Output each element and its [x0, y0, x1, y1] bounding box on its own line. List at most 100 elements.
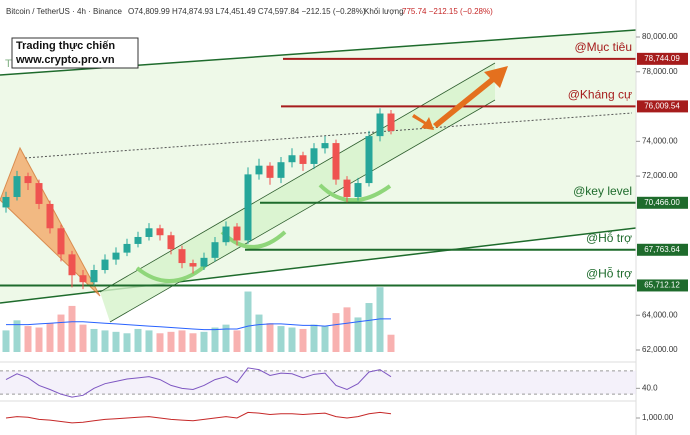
volume-bar	[145, 330, 153, 352]
dotted-trend	[24, 112, 633, 159]
candle-body	[112, 252, 120, 260]
candle-body	[189, 263, 197, 267]
y-tick-label: 62,000.00	[642, 345, 678, 354]
small-arrow	[412, 114, 434, 130]
candle-body	[145, 228, 153, 237]
volume-bar	[332, 313, 340, 352]
price-label-bg	[637, 100, 688, 113]
candle-body	[200, 257, 208, 267]
candle-body	[244, 174, 252, 241]
candle-body	[2, 196, 10, 208]
candle-body	[354, 183, 362, 197]
level-label: @Mục tiêu	[574, 40, 632, 54]
candle-body	[167, 235, 175, 250]
volume-bar	[35, 327, 43, 352]
volume-bar	[233, 330, 241, 352]
candle-body	[266, 165, 274, 178]
candle-body	[101, 259, 109, 271]
candle-body	[57, 228, 65, 255]
candle-body	[277, 162, 285, 178]
volume-info: 775.74 −212.15 (−0.28%)	[402, 7, 493, 16]
volume-bar	[13, 320, 21, 352]
volume-ma	[6, 318, 391, 331]
y-tick-label: 74,000.00	[642, 136, 678, 145]
volume-bar	[310, 324, 318, 352]
volume-bar	[189, 333, 197, 352]
candle-body	[343, 179, 351, 197]
volume-bar	[288, 327, 296, 352]
candle-body	[387, 113, 395, 131]
volume-bar	[167, 331, 175, 352]
watermark-title: Trading thực chiến	[16, 40, 115, 52]
volume-bar	[354, 317, 362, 352]
volume-bar	[266, 323, 274, 352]
level-label: @Hỗ trợ	[586, 230, 632, 245]
rising-channel	[100, 63, 495, 322]
volume-bar	[57, 314, 65, 352]
volume-bar	[46, 323, 54, 352]
candle-body	[13, 176, 21, 197]
lower-tick-label: 1,000.00	[642, 413, 674, 422]
volume-label: Khối lượng	[364, 7, 404, 16]
candle-body	[310, 148, 318, 164]
volume-bar	[244, 291, 252, 352]
candle-body	[321, 143, 329, 149]
candle-body	[46, 203, 54, 229]
volume-bar	[2, 330, 10, 352]
cup-1	[135, 264, 207, 283]
y-tick-label: 80,000.00	[642, 32, 678, 41]
rsi-tick-label: 40.0	[642, 383, 658, 392]
candle-body	[35, 183, 43, 204]
watermark-url: www.crypto.pro.vn	[15, 54, 115, 66]
price-label-bg	[637, 52, 688, 65]
candle-body	[376, 113, 384, 137]
price-label: 67,763.64	[644, 245, 680, 254]
volume-bar	[156, 333, 164, 352]
candle-body	[178, 249, 186, 264]
symbol: Bitcoin / TetherUS · 4h · Binance	[6, 7, 122, 16]
volume-bar	[321, 326, 329, 352]
volume-bar	[211, 327, 219, 352]
price-label: 78,744.09	[644, 54, 680, 63]
rising-channel-top	[99, 62, 496, 293]
big-arrow	[433, 66, 508, 128]
volume-bar	[200, 331, 208, 352]
volume-bar	[365, 303, 373, 352]
volume-bar	[90, 328, 98, 352]
volume-bar	[255, 314, 263, 352]
price-label-bg	[637, 196, 688, 209]
y-tick-label: 64,000.00	[642, 310, 678, 319]
volume-bar	[24, 326, 32, 352]
candle-body	[288, 155, 296, 163]
candle-body	[156, 228, 164, 236]
price-label-bg	[637, 279, 688, 292]
candle-body	[79, 275, 87, 283]
candle-body	[365, 136, 373, 184]
ohlc: O74,809.99 H74,874.93 L74,451.49 C74,597…	[128, 7, 366, 16]
volume-bar	[343, 307, 351, 352]
candle-body	[299, 155, 307, 164]
volume-bar	[387, 334, 395, 352]
level-label: @Kháng cự	[568, 88, 632, 102]
level-label: @key level	[573, 184, 632, 198]
watermark-box	[11, 37, 139, 69]
volume-bar	[79, 324, 87, 352]
rsi-line	[5, 367, 392, 398]
volume-bar	[112, 331, 120, 352]
candle-body	[24, 176, 32, 184]
volume-bar	[123, 333, 131, 352]
level-label: @Hỗ trợ	[586, 266, 632, 281]
price-label: 70,466.00	[644, 198, 680, 207]
rsi-band	[0, 370, 636, 395]
candle-body	[68, 254, 76, 276]
volume-bar	[68, 305, 76, 352]
candle-body	[233, 226, 241, 241]
volume-bar	[376, 287, 384, 352]
candle-body	[134, 236, 142, 244]
candle-body	[255, 165, 263, 175]
price-label-bg	[637, 243, 688, 256]
volume-bar	[178, 330, 186, 352]
volume-bar	[299, 328, 307, 352]
candle-body	[222, 226, 230, 243]
